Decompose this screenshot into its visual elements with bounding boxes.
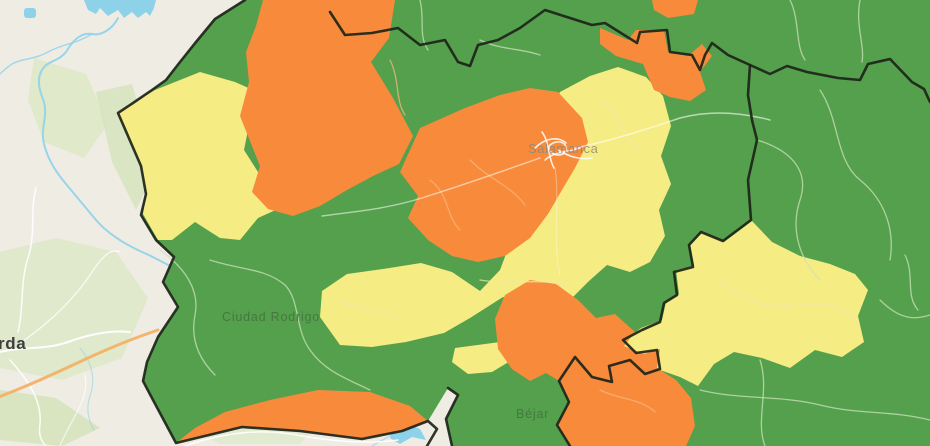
zone-orange-northeast-top[interactable]	[652, 0, 698, 18]
highway	[0, 328, 160, 399]
zone-orange-northeast[interactable]	[600, 28, 712, 101]
label-town-ciudad-rodrigo: Ciudad Rodrigo	[222, 310, 320, 324]
border-west-south	[116, 0, 439, 446]
river	[0, 33, 93, 75]
river	[37, 17, 171, 267]
boundary-line	[469, 159, 526, 206]
boundary-line	[479, 279, 566, 286]
label-city-salamanca: Salamanca	[528, 141, 599, 156]
road	[574, 112, 771, 149]
label-town-bejar: Béjar	[516, 407, 549, 421]
road	[184, 431, 399, 446]
boundary-line	[337, 299, 399, 319]
boundary-line	[857, 0, 864, 63]
road	[21, 250, 121, 343]
boundary-line	[819, 89, 892, 261]
road	[9, 359, 47, 446]
terrain-patch	[0, 390, 100, 446]
street	[544, 146, 583, 161]
zone-orange-central[interactable]	[400, 88, 588, 262]
labels-layer: rda Ciudad Rodrigo Salamanca Béjar	[0, 141, 599, 421]
border-south-wedge	[444, 386, 460, 446]
river	[79, 347, 95, 431]
boundary-line	[389, 59, 406, 116]
road	[554, 167, 561, 276]
municipal-boundaries	[159, 0, 930, 446]
boundary-line	[699, 389, 930, 421]
boundary-line	[904, 254, 919, 311]
city-streets	[534, 131, 593, 169]
boundary-line	[759, 359, 766, 446]
road	[59, 374, 87, 446]
overlay-roads	[321, 112, 771, 276]
street	[548, 141, 568, 156]
boundary-line	[879, 299, 930, 319]
zone-orange-southwest[interactable]	[176, 390, 428, 443]
boundary-line	[599, 389, 656, 413]
boundary-line	[756, 139, 821, 281]
zone-orange-northwest[interactable]	[240, 0, 413, 216]
border-north	[328, 8, 930, 104]
boundary-line	[159, 249, 216, 376]
road	[17, 187, 37, 333]
terrain-patch	[0, 238, 148, 380]
zones-layer	[118, 0, 930, 446]
zone-yellow-east[interactable]	[618, 221, 868, 386]
border-east	[555, 63, 759, 446]
street	[557, 149, 593, 160]
boundary-line	[789, 0, 806, 61]
road	[0, 330, 131, 353]
boundary-line	[419, 0, 429, 51]
terrain-patch	[28, 58, 108, 158]
reservoir	[84, 0, 156, 18]
province-border	[116, 0, 930, 446]
pond	[24, 8, 36, 18]
road	[321, 157, 541, 217]
boundary-line	[429, 179, 461, 231]
street	[534, 138, 567, 149]
boundary-line	[719, 279, 859, 326]
label-offmap-city: rda	[0, 334, 26, 353]
zone-yellow-west[interactable]	[118, 72, 280, 240]
boundary-line	[209, 259, 371, 391]
boundary-line	[599, 99, 641, 151]
zone-yellow-south-small[interactable]	[452, 342, 512, 374]
